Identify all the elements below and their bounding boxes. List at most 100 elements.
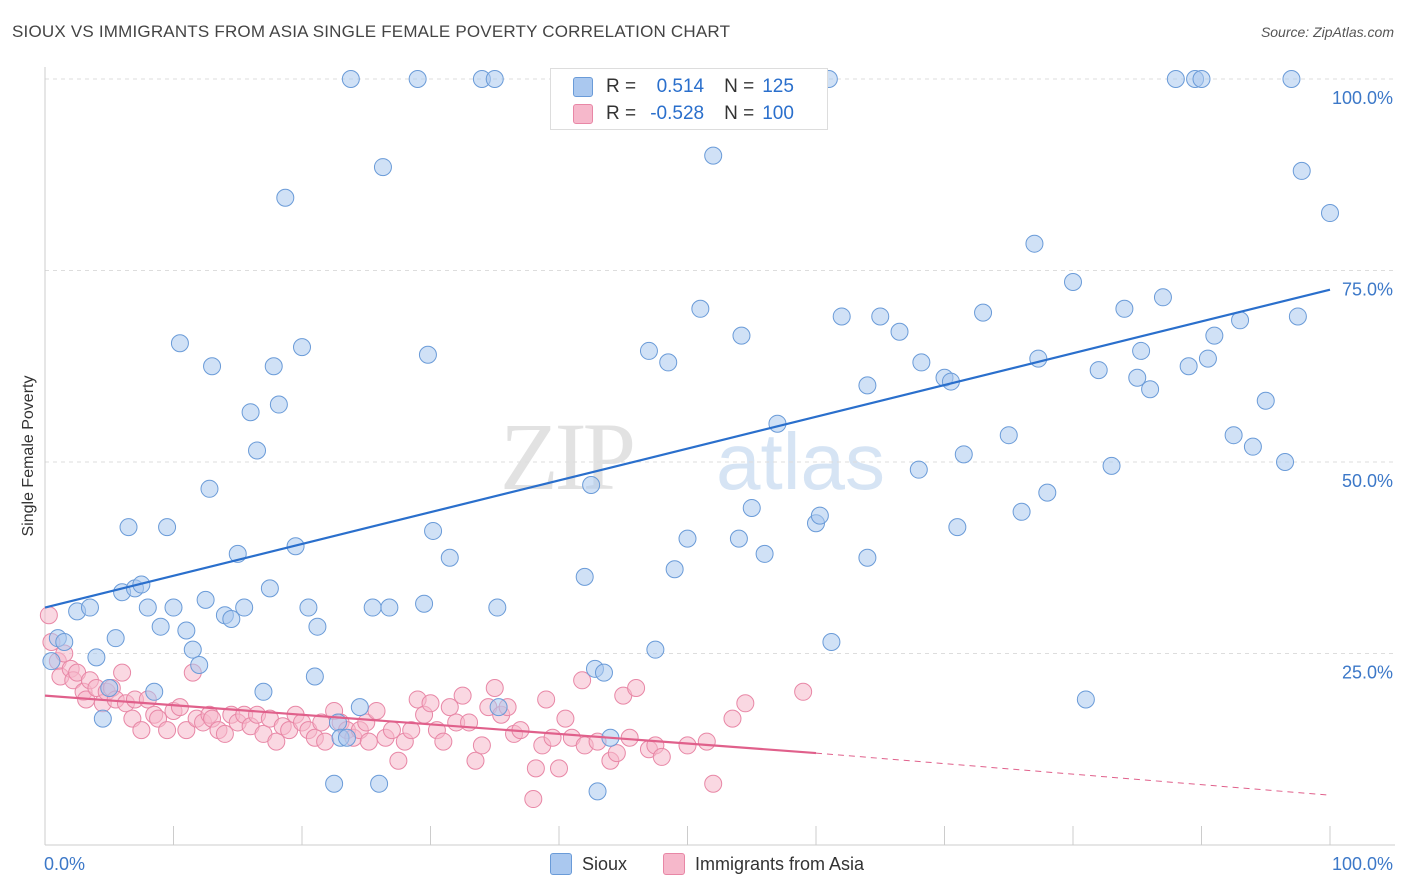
y-tick-label-50: 50.0% [1342, 471, 1393, 491]
sioux-point-5 [87, 648, 106, 667]
asia-point-96 [627, 678, 646, 697]
series-sioux [42, 70, 1339, 801]
asia-point-66 [421, 694, 440, 713]
asia-point-42 [267, 732, 286, 751]
sioux-point-47 [363, 598, 382, 617]
sioux-point-45 [341, 70, 360, 88]
series-immigrants-from-asia [39, 606, 813, 809]
watermark-zip: ZIP [500, 403, 633, 510]
asia-point-87 [556, 709, 575, 728]
asia-point-89 [573, 671, 592, 690]
sioux-point-93 [974, 303, 993, 322]
sioux-point-22 [196, 590, 215, 609]
tick-labels: 25.0% 50.0% 75.0% 100.0% 0.0% 100.0% [44, 88, 1393, 874]
trend-line-asia-extension [815, 752, 1331, 796]
sioux-point-86 [890, 322, 909, 341]
sioux-point-114 [1224, 426, 1243, 445]
asia-point-24 [158, 721, 177, 740]
asia-point-103 [723, 709, 742, 728]
sioux-point-32 [260, 579, 279, 598]
sioux-point-35 [276, 188, 295, 207]
sioux-point-87 [909, 460, 928, 479]
sioux-point-58 [488, 598, 507, 617]
sioux-point-74 [732, 326, 751, 345]
asia-point-100 [678, 736, 697, 755]
asia-point-81 [524, 790, 543, 809]
sioux-point-38 [299, 598, 318, 617]
y-tick-label-75: 75.0% [1342, 280, 1393, 300]
sioux-point-29 [241, 403, 260, 422]
asia-point-20 [132, 721, 151, 740]
sioux-point-79 [810, 506, 829, 525]
sioux-point-73 [729, 529, 748, 548]
sioux-point-53 [418, 345, 437, 364]
sioux-point-7 [100, 678, 119, 697]
sioux-point-118 [1276, 453, 1295, 471]
asia-point-82 [526, 759, 545, 778]
sioux-point-92 [954, 445, 973, 464]
sioux-point-16 [158, 518, 177, 537]
sioux-point-82 [832, 307, 851, 326]
legend-label-asia: Immigrants from Asia [695, 853, 865, 874]
sioux-point-46 [350, 698, 369, 717]
sioux-point-51 [408, 70, 427, 88]
sioux-point-41 [325, 774, 344, 793]
x-tick-label-max: 100.0% [1332, 854, 1393, 874]
asia-point-27 [177, 721, 196, 740]
sioux-point-70 [678, 529, 697, 548]
r-value-sioux: 0.514 [656, 76, 705, 97]
sioux-point-99 [1064, 272, 1082, 291]
sioux-point-122 [1321, 204, 1339, 223]
legend-label-sioux: Sioux [582, 853, 628, 874]
asia-point-85 [543, 728, 562, 747]
sioux-point-85 [871, 307, 890, 326]
sioux-point-64 [594, 663, 613, 682]
n-value-asia: 100 [762, 103, 794, 124]
sioux-swatch [573, 77, 593, 97]
sioux-point-59 [489, 698, 508, 717]
sioux-point-108 [1166, 70, 1185, 88]
sioux-point-100 [1076, 690, 1095, 709]
asia-point-73 [466, 751, 485, 770]
chart-source: Source: ZipAtlas.com [1260, 24, 1394, 40]
y-tick-label-25: 25.0% [1342, 663, 1393, 683]
sioux-point-26 [222, 610, 241, 629]
asia-point-86 [550, 759, 568, 778]
sioux-point-13 [138, 598, 157, 617]
sioux-point-117 [1256, 391, 1275, 410]
asia-point-104 [736, 694, 755, 713]
n-value-sioux: 125 [762, 76, 794, 97]
sioux-point-21 [190, 655, 209, 674]
trend-line-sioux [44, 288, 1331, 609]
sioux-point-6 [93, 709, 112, 728]
asia-swatch [573, 104, 593, 124]
asia-point-68 [434, 732, 453, 751]
sioux-point-116 [1243, 437, 1262, 456]
sioux-point-18 [170, 334, 189, 353]
asia-point-71 [453, 686, 472, 705]
sioux-point-0 [42, 652, 61, 671]
sioux-point-95 [1012, 502, 1031, 521]
asia-point-61 [389, 751, 408, 770]
sioux-legend-swatch [550, 853, 572, 875]
sioux-point-60 [575, 567, 594, 586]
sioux-point-109 [1179, 357, 1198, 376]
asia-point-63 [402, 721, 421, 740]
asia-point-16 [113, 663, 132, 682]
trend-lines [44, 288, 1331, 796]
sioux-point-39 [305, 667, 324, 686]
n-label: N = [724, 76, 755, 97]
asia-point-101 [697, 732, 716, 751]
sioux-point-14 [145, 682, 164, 701]
sioux-point-19 [177, 621, 196, 640]
sioux-point-55 [440, 548, 459, 567]
asia-legend-swatch [663, 853, 685, 875]
sioux-point-66 [639, 341, 658, 360]
sioux-point-84 [858, 548, 877, 567]
sioux-point-101 [1089, 361, 1108, 380]
sioux-point-97 [1029, 349, 1048, 368]
asia-point-93 [607, 744, 626, 763]
sioux-point-63 [588, 782, 607, 801]
asia-point-105 [794, 682, 813, 701]
sioux-point-57 [485, 70, 504, 88]
